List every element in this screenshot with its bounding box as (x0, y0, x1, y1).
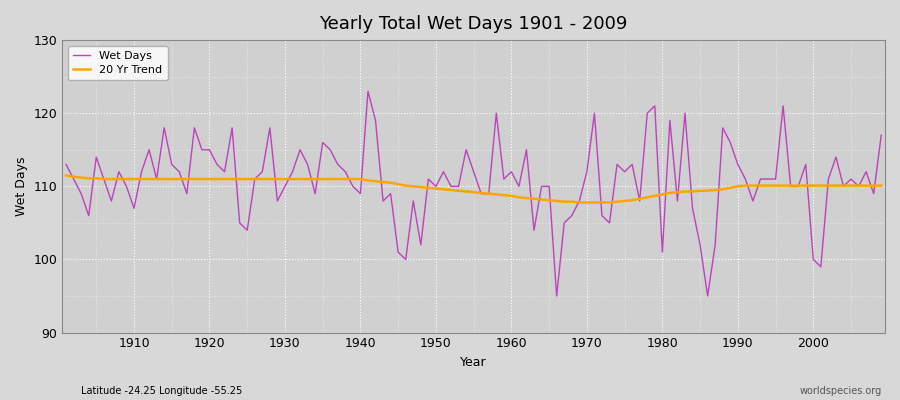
Line: 20 Yr Trend: 20 Yr Trend (66, 175, 881, 202)
Wet Days (552, 294, 562, 298)
Text: Latitude -24.25 Longitude -55.25: Latitude -24.25 Longitude -55.25 (81, 386, 242, 396)
Wet Days (506, 169, 517, 174)
Wet Days (121, 184, 131, 189)
Y-axis label: Wet Days: Wet Days (15, 156, 28, 216)
20 Yr Trend (121, 177, 131, 182)
Wet Days (612, 162, 623, 167)
20 Yr Trend (332, 177, 343, 182)
20 Yr Trend (287, 177, 298, 182)
Wet Days (363, 89, 374, 94)
20 Yr Trend (60, 173, 71, 178)
Legend: Wet Days, 20 Yr Trend: Wet Days, 20 Yr Trend (68, 46, 167, 80)
20 Yr Trend (574, 200, 585, 205)
Title: Yearly Total Wet Days 1901 - 2009: Yearly Total Wet Days 1901 - 2009 (320, 15, 628, 33)
Wet Days (287, 169, 298, 174)
Wet Days (332, 162, 343, 167)
20 Yr Trend (604, 200, 615, 205)
Wet Days (876, 133, 886, 138)
20 Yr Trend (506, 194, 517, 198)
20 Yr Trend (499, 193, 509, 198)
20 Yr Trend (876, 183, 886, 188)
Wet Days (514, 184, 525, 189)
Text: worldspecies.org: worldspecies.org (800, 386, 882, 396)
Line: Wet Days: Wet Days (66, 91, 881, 296)
X-axis label: Year: Year (460, 356, 487, 369)
Wet Days (60, 162, 71, 167)
